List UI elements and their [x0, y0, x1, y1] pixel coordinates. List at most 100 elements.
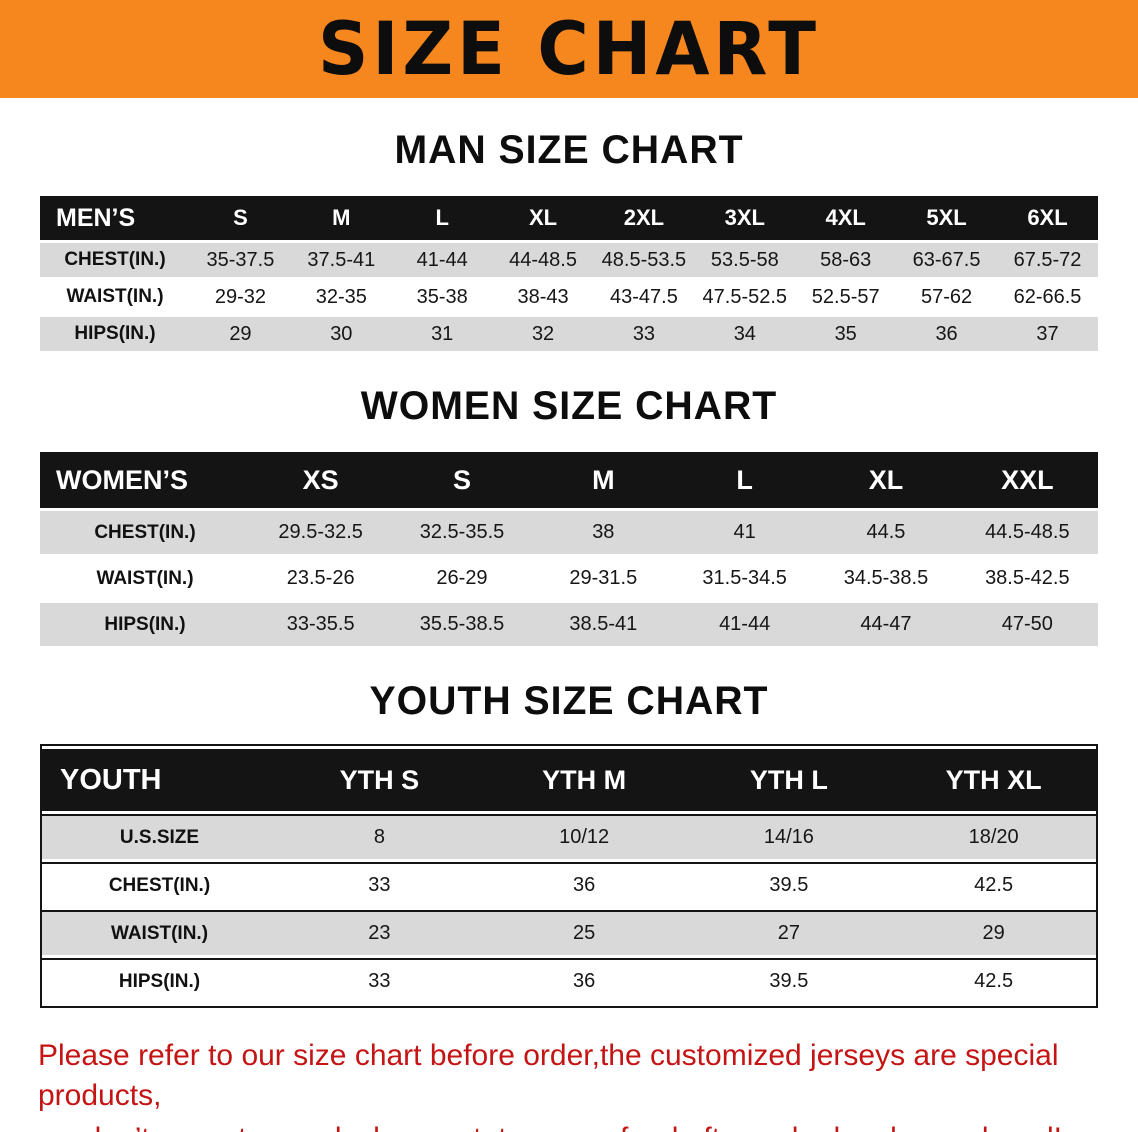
value-cell: 48.5-53.5	[601, 248, 687, 271]
table-row: CHEST(IN.) 35-37.5 37.5-41 41-44 44-48.5 48.5…	[40, 243, 1098, 277]
youth-size-table: YOUTH YTH S YTH M YTH L YTH XL U.S.SIZE 8 10/12…	[40, 744, 1098, 1008]
size-header-cell: XL	[815, 452, 957, 508]
value-cell: 44-47	[860, 613, 912, 635]
table-title-cell: WOMEN’S	[40, 452, 250, 508]
value-cell: 29.5-32.5	[278, 521, 363, 543]
men-section-heading: MAN SIZE CHART	[394, 128, 744, 172]
value-cell: 44.5-48.5	[985, 521, 1070, 543]
value-cell: 52.5-57	[811, 285, 880, 308]
value-cell: 37	[1036, 322, 1059, 345]
row-label-cell: CHEST(IN.)	[64, 249, 166, 270]
value-cell: 39.5	[686, 862, 892, 907]
table-row: CHEST(IN.) 29.5-32.5 32.5-35.5 38 41 44.5 44.5…	[40, 511, 1098, 554]
value-cell: 53.5-58	[710, 248, 779, 271]
row-label-cell: WAIST(IN.)	[66, 286, 164, 307]
value-cell: 31.5-34.5	[702, 567, 787, 589]
size-header-cell: 6XL	[997, 196, 1098, 240]
table-row: U.S.SIZE 8 10/12 14/16 18/20	[42, 814, 1096, 859]
size-header-cell: 4XL	[795, 196, 897, 240]
value-cell: 31	[431, 322, 454, 345]
section-men: MAN SIZE CHART MEN’S S M L XL 2XL 3XL 4XL 5XL 6XL…	[0, 128, 1138, 354]
table-header-row: WOMEN’S XS S M L XL XXL	[40, 452, 1098, 508]
size-header-cell: XL	[492, 196, 594, 240]
table-title-cell: YOUTH	[42, 749, 277, 811]
size-header-cell: YTH S	[277, 749, 482, 811]
size-header-cell: YTH L	[686, 749, 892, 811]
section-youth: YOUTH SIZE CHART YOUTH YTH S YTH M YTH L YTH…	[0, 679, 1138, 1008]
row-label-cell: WAIST(IN.)	[96, 567, 194, 589]
value-cell: 18/20	[891, 814, 1096, 859]
value-cell: 10/12	[481, 814, 687, 859]
banner: SIZE CHART	[0, 0, 1138, 98]
value-cell: 39.5	[686, 958, 892, 1003]
row-label-cell: HIPS(IN.)	[74, 323, 156, 344]
value-cell: 23.5-26	[286, 567, 355, 589]
value-cell: 44-48.5	[509, 248, 577, 271]
value-cell: 41-44	[416, 248, 468, 271]
value-cell: 35-37.5	[206, 248, 275, 271]
value-cell: 35-38	[416, 285, 468, 308]
size-header-cell: 3XL	[694, 196, 796, 240]
value-cell: 26-29	[436, 567, 488, 589]
size-header-cell: S	[190, 196, 291, 240]
value-cell: 29-32	[214, 285, 267, 308]
size-header-cell: L	[673, 452, 816, 508]
page-title: SIZE CHART	[317, 5, 821, 93]
table-row: HIPS(IN.) 33-35.5 35.5-38.5 38.5-41 41-44 44-…	[40, 603, 1098, 646]
table-row: HIPS(IN.) 29 30 31 32 33 34 35 36 37	[40, 317, 1098, 351]
size-header-cell: 5XL	[896, 196, 997, 240]
value-cell: 23	[277, 910, 482, 955]
value-cell: 62-66.5	[1013, 285, 1082, 308]
value-cell: 47.5-52.5	[702, 285, 788, 308]
section-women: WOMEN SIZE CHART WOMEN’S XS S M L XL XXL CHEST(…	[0, 384, 1138, 649]
value-cell: 38.5-42.5	[985, 567, 1070, 589]
value-cell: 38	[592, 521, 615, 543]
row-label-cell: HIPS(IN.)	[42, 958, 277, 1003]
value-cell: 41	[733, 521, 756, 543]
men-size-table: MEN’S S M L XL 2XL 3XL 4XL 5XL 6XL CHEST(IN.) 35-37…	[40, 193, 1098, 354]
value-cell: 42.5	[891, 958, 1096, 1003]
value-cell: 58-63	[820, 248, 872, 271]
disclaimer: Please refer to our size chart before or…	[0, 1036, 1138, 1132]
value-cell: 29	[891, 910, 1096, 955]
value-cell: 36	[935, 322, 958, 345]
value-cell: 41-44	[719, 613, 771, 635]
size-header-cell: S	[391, 452, 533, 508]
value-cell: 29-31.5	[569, 567, 638, 589]
row-label-cell: HIPS(IN.)	[104, 613, 186, 635]
women-size-table: WOMEN’S XS S M L XL XXL CHEST(IN.) 29.5-32.5 32.5…	[40, 449, 1098, 649]
size-header-cell: M	[290, 196, 392, 240]
size-header-cell: L	[391, 196, 493, 240]
youth-section-heading: YOUTH SIZE CHART	[369, 679, 769, 723]
value-cell: 32-35	[315, 285, 367, 308]
size-header-cell: YTH XL	[891, 749, 1096, 811]
table-header-row: YOUTH YTH S YTH M YTH L YTH XL	[42, 749, 1096, 811]
value-cell: 38-43	[517, 285, 569, 308]
value-cell: 44.5	[866, 521, 906, 543]
row-label-cell: WAIST(IN.)	[42, 910, 277, 955]
size-header-cell: XXL	[956, 452, 1098, 508]
disclaimer-line-1: Please refer to our size chart before or…	[38, 1039, 1059, 1112]
value-cell: 47-50	[1001, 613, 1053, 635]
table-row: WAIST(IN.) 29-32 32-35 35-38 38-43 43-47.5 47.…	[40, 280, 1098, 314]
value-cell: 35	[834, 322, 857, 345]
row-label-cell: CHEST(IN.)	[94, 521, 196, 543]
value-cell: 32.5-35.5	[419, 521, 505, 543]
row-label-cell: CHEST(IN.)	[42, 862, 277, 907]
women-section-heading: WOMEN SIZE CHART	[360, 384, 778, 428]
value-cell: 43-47.5	[610, 285, 678, 308]
value-cell: 25	[481, 910, 687, 955]
size-header-cell: 2XL	[593, 196, 695, 240]
value-cell: 27	[686, 910, 892, 955]
value-cell: 38.5-41	[569, 613, 638, 635]
table-header-row: MEN’S S M L XL 2XL 3XL 4XL 5XL 6XL	[40, 196, 1098, 240]
size-header-cell: M	[532, 452, 674, 508]
value-cell: 32	[531, 322, 555, 345]
value-cell: 30	[330, 322, 353, 345]
table-title-cell: MEN’S	[40, 196, 190, 240]
value-cell: 33	[277, 862, 482, 907]
value-cell: 34	[733, 322, 756, 345]
value-cell: 63-67.5	[912, 248, 981, 271]
value-cell: 33	[632, 322, 656, 345]
